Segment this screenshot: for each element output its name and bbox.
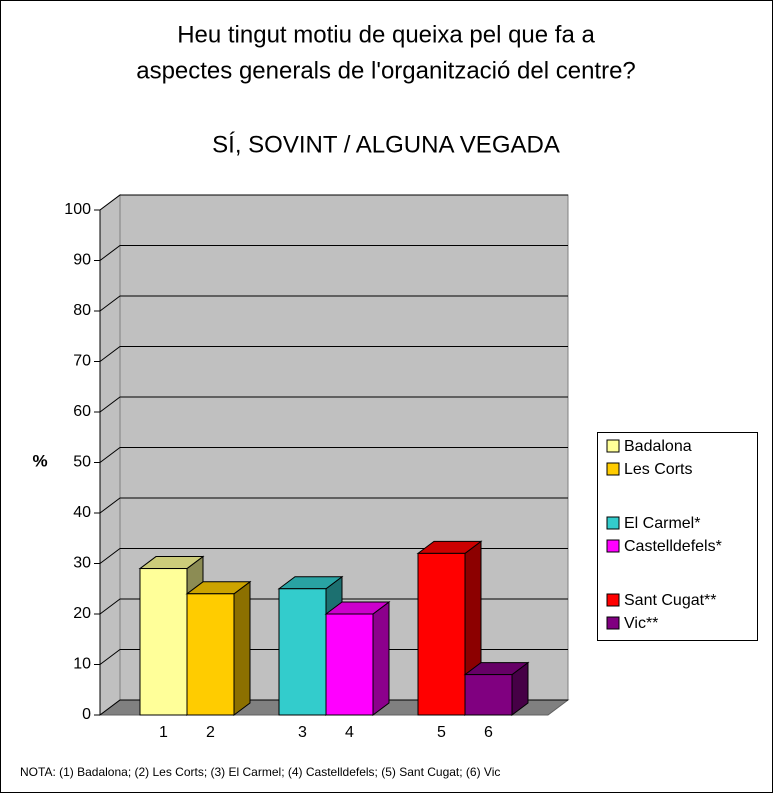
legend-swatch — [606, 516, 620, 530]
chart-title: aspectes generals de l'organització del … — [136, 57, 636, 84]
x-tick-label: 6 — [484, 724, 493, 741]
y-tick-label: 30 — [73, 555, 91, 572]
x-tick-label: 5 — [437, 724, 446, 741]
x-tick-label: 4 — [345, 724, 354, 741]
bar-side — [233, 580, 251, 716]
legend-label: Castelldefels* — [624, 538, 722, 555]
x-tick-label: 1 — [159, 724, 168, 741]
y-tick-label: 20 — [73, 605, 91, 622]
bar — [139, 568, 188, 716]
legend-swatch — [606, 593, 620, 607]
grid-line — [99, 396, 568, 413]
x-tick-label: 3 — [298, 724, 307, 741]
chart-title: Heu tingut motiu de queixa pel que fa a — [177, 21, 595, 48]
grid-line — [99, 295, 568, 312]
legend-label: El Carmel* — [624, 515, 700, 532]
legend-box — [597, 432, 758, 641]
y-tick-label: 10 — [73, 656, 91, 673]
bar-side — [372, 601, 390, 716]
y-tick-label: 70 — [73, 353, 91, 370]
legend-label: Badalona — [624, 438, 692, 455]
note: NOTA: (1) Badalona; (2) Les Corts; (3) E… — [20, 765, 500, 779]
y-axis-label: % — [32, 451, 47, 470]
bar — [325, 613, 374, 716]
bar — [278, 588, 327, 716]
y-tick-label: 40 — [73, 504, 91, 521]
bar — [417, 552, 466, 716]
legend-swatch — [606, 439, 620, 453]
grid-line — [99, 194, 568, 211]
grid-line — [99, 346, 568, 362]
grid-line — [99, 548, 568, 564]
y-tick-label: 100 — [64, 201, 91, 218]
grid-line — [99, 447, 568, 463]
y-tick-label: 50 — [73, 454, 91, 471]
legend-swatch — [606, 539, 620, 553]
chart-subtitle: SÍ, SOVINT / ALGUNA VEGADA — [212, 131, 560, 158]
grid-line — [99, 497, 568, 514]
x-tick-label: 2 — [206, 724, 215, 741]
y-tick-label: 0 — [82, 706, 91, 723]
y-tick-label: 80 — [73, 302, 91, 319]
legend-swatch — [606, 462, 620, 476]
legend-swatch — [606, 616, 620, 630]
grid-line — [99, 245, 568, 261]
y-tick-label: 60 — [73, 403, 91, 420]
legend-label: Les Corts — [624, 461, 692, 478]
legend-label: Vic** — [624, 615, 658, 632]
legend-label: Sant Cugat** — [624, 592, 717, 609]
y-tick-label: 90 — [73, 252, 91, 269]
bar — [464, 674, 513, 716]
bar — [186, 593, 235, 716]
